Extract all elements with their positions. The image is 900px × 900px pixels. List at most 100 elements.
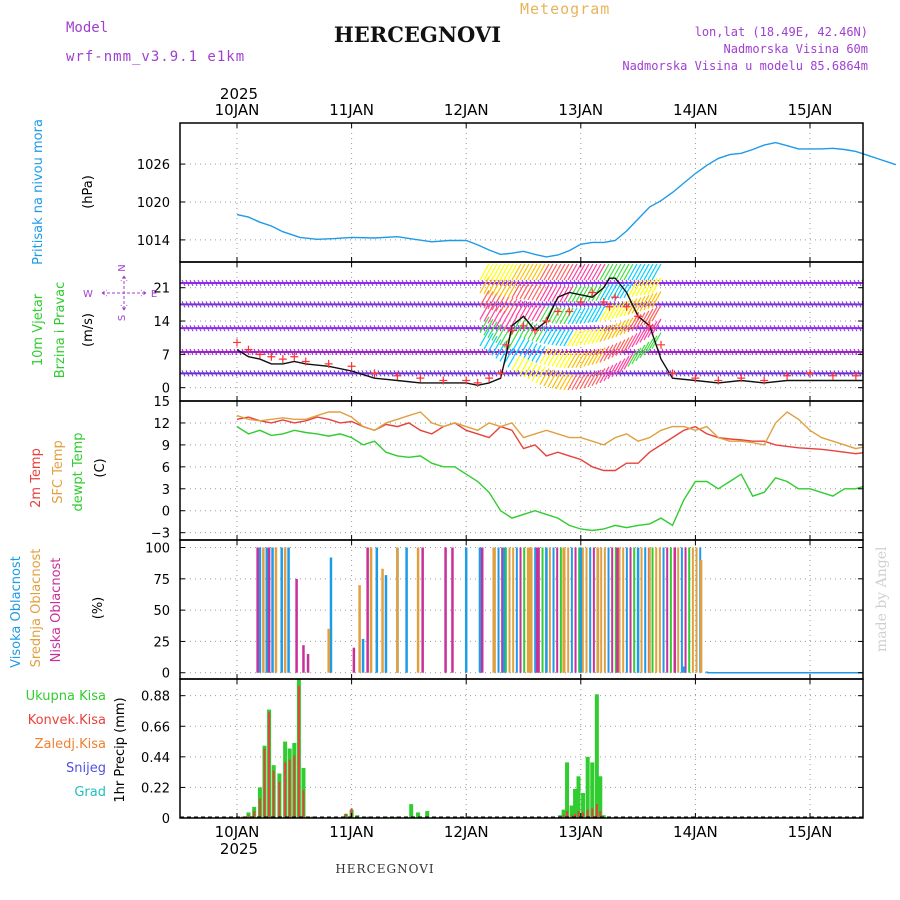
wind-barb [229, 370, 234, 377]
wind-barb [285, 301, 290, 308]
chart-text: 10JAN 11JAN 12JAN 13JAN 14JAN 15JAN 2025 1014 10… [9, 85, 832, 858]
y-tick-label: 21 [153, 282, 170, 297]
wind-barb [625, 348, 630, 356]
wind-barb [309, 324, 314, 332]
wind-barb [531, 263, 542, 281]
wind-barb [309, 370, 314, 377]
wind-barb [473, 301, 478, 308]
precip-conv-bar [591, 808, 594, 818]
wind-barb [681, 348, 686, 356]
model-value: wrf-nmm_v3.9.1 e1km [66, 49, 246, 65]
wind-barb [511, 263, 522, 281]
wind-barb [381, 370, 386, 377]
wind-barb [197, 301, 202, 308]
wind-barb [257, 279, 262, 287]
wind-barb [289, 324, 294, 332]
wind-barb [833, 279, 838, 287]
wind-barb [449, 301, 454, 308]
wind-barb [681, 370, 686, 377]
wind-barb [551, 371, 562, 389]
wind-barb [365, 279, 370, 287]
compass-east-label: E [151, 289, 157, 300]
wind-barb [585, 301, 590, 308]
wind-barb [657, 324, 662, 332]
temp-unit-label: (C) [93, 458, 108, 477]
wind-barb [305, 279, 310, 287]
wind-barb [425, 370, 430, 377]
wind-barb [217, 301, 222, 308]
wind-barb [579, 307, 590, 324]
wind-barb [365, 370, 370, 377]
wind-barb [583, 285, 594, 302]
wind-barb [773, 301, 778, 308]
wind-barb [653, 370, 658, 377]
wind-barb [429, 301, 434, 308]
wind-barb [585, 279, 590, 287]
wind-barb [479, 316, 490, 334]
wind-barb [453, 370, 458, 377]
wind-barb [579, 285, 590, 303]
wind-barb [817, 348, 822, 356]
wind-barb [777, 324, 782, 332]
wind-barb [753, 348, 758, 356]
wind-barb [623, 353, 634, 370]
wind-barb [801, 348, 806, 356]
wind-barb [413, 324, 418, 332]
wind-barb [713, 324, 718, 332]
wind-barb [613, 301, 618, 308]
wind-barb [631, 263, 642, 281]
wind-barb [853, 301, 858, 308]
wind-barb [495, 295, 506, 312]
wind-barb [637, 370, 642, 377]
wind-barb [615, 282, 626, 300]
wind-barb [405, 324, 410, 332]
wind-barb [599, 325, 610, 342]
gust-marker [645, 321, 654, 330]
wind-barb [797, 279, 802, 287]
wind-barb [549, 279, 554, 287]
wind-barb [197, 370, 202, 377]
gust-marker [605, 302, 614, 311]
wind-barb [209, 301, 214, 308]
wind-barb [547, 285, 558, 302]
wind-barb [357, 348, 362, 356]
wind-barb [797, 370, 802, 377]
wind-barb [581, 348, 586, 356]
wind-barb [789, 324, 794, 332]
wind-barb [483, 263, 494, 281]
wind-barb [425, 348, 430, 356]
wind-barb [591, 348, 602, 366]
wind-barb [849, 324, 854, 332]
wind-barb [401, 324, 406, 332]
wind-barb [773, 370, 778, 377]
wind-barb [445, 279, 450, 287]
wind-barb [369, 348, 374, 356]
wind-barb [189, 370, 194, 377]
wind-barb [349, 301, 354, 308]
wind-barb [413, 301, 418, 308]
y-tick-label: 6 [162, 461, 170, 476]
gust-marker [370, 369, 379, 378]
wind-barb [561, 348, 566, 356]
wind-barb [813, 279, 818, 287]
wind-barb [821, 324, 826, 332]
wind-barb [701, 324, 706, 332]
wind-barb [635, 312, 646, 329]
wind-barb [829, 279, 834, 287]
wind-barb [341, 324, 346, 332]
wind-barb [317, 301, 322, 308]
wind-barb [725, 324, 730, 332]
wind-barb [563, 351, 574, 369]
wind-barb [527, 303, 538, 321]
wind-barb [309, 348, 314, 356]
wind-barb [337, 348, 342, 356]
wind-barb [441, 324, 446, 332]
wind-barb [437, 324, 442, 332]
gust-marker [347, 362, 356, 371]
wind-barb [789, 301, 794, 308]
wind-barb [217, 370, 222, 377]
wind-barb [761, 324, 766, 332]
bottom-date-label: 12JAN [444, 823, 489, 841]
wind-barb [587, 306, 598, 324]
wind-barb [185, 279, 190, 287]
